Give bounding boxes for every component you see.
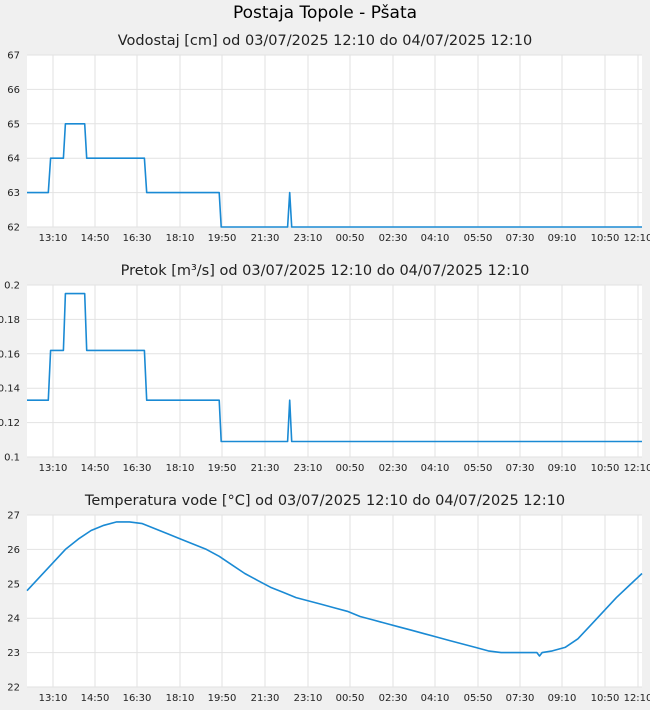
x-tick-label: 10:50 bbox=[591, 693, 620, 704]
x-tick-label: 09:10 bbox=[548, 693, 577, 704]
chart-title: Vodostaj [cm] od 03/07/2025 12:10 do 04/… bbox=[118, 33, 532, 49]
x-tick-label: 10:50 bbox=[591, 463, 620, 474]
x-tick-label: 07:30 bbox=[506, 693, 535, 704]
y-tick-label: 64 bbox=[7, 154, 20, 165]
y-tick-label: 66 bbox=[7, 85, 20, 96]
series-line bbox=[26, 521, 643, 657]
y-tick-label: 26 bbox=[7, 545, 20, 556]
x-tick-label: 02:30 bbox=[379, 693, 408, 704]
chart-2: Pretok [m³/s] od 03/07/2025 12:10 do 04/… bbox=[0, 263, 650, 474]
x-tick-label: 21:30 bbox=[251, 693, 280, 704]
y-tick-label: 0.14 bbox=[0, 384, 20, 395]
x-tick-label: 14:50 bbox=[81, 233, 110, 244]
x-tick-label: 16:30 bbox=[123, 693, 152, 704]
x-tick-label: 13:10 bbox=[39, 693, 68, 704]
x-tick-label: 13:10 bbox=[39, 463, 68, 474]
x-tick-label: 21:30 bbox=[251, 463, 280, 474]
x-tick-label: 05:50 bbox=[464, 233, 493, 244]
x-tick-label: 23:10 bbox=[294, 233, 323, 244]
y-tick-label: 65 bbox=[7, 119, 20, 130]
plot-area bbox=[27, 55, 642, 227]
y-tick-label: 67 bbox=[7, 51, 20, 62]
y-tick-label: 0.18 bbox=[0, 315, 20, 326]
series-line bbox=[27, 292, 642, 443]
y-tick-label: 0.12 bbox=[0, 418, 20, 429]
x-tick-label: 16:30 bbox=[123, 463, 152, 474]
x-tick-label: 09:10 bbox=[548, 233, 577, 244]
x-tick-label: 19:50 bbox=[208, 693, 237, 704]
x-tick-label: 23:10 bbox=[294, 463, 323, 474]
y-tick-label: 0.1 bbox=[4, 453, 20, 464]
plot-area bbox=[27, 515, 642, 687]
x-tick-label: 05:50 bbox=[464, 693, 493, 704]
x-tick-label: 18:10 bbox=[166, 693, 195, 704]
y-tick-label: 0.16 bbox=[0, 349, 20, 360]
x-tick-label: 02:30 bbox=[379, 463, 408, 474]
y-tick-label: 27 bbox=[7, 511, 20, 522]
y-tick-label: 24 bbox=[7, 614, 20, 625]
y-tick-label: 25 bbox=[7, 579, 20, 590]
x-tick-label: 16:30 bbox=[123, 233, 152, 244]
x-tick-label: 00:50 bbox=[336, 693, 365, 704]
x-tick-label: 14:50 bbox=[81, 463, 110, 474]
y-tick-label: 22 bbox=[7, 683, 20, 694]
x-tick-label: 13:10 bbox=[39, 233, 68, 244]
x-tick-label: 21:30 bbox=[251, 233, 280, 244]
x-tick-label: 00:50 bbox=[336, 463, 365, 474]
x-tick-label: 07:30 bbox=[506, 233, 535, 244]
x-tick-label: 00:50 bbox=[336, 233, 365, 244]
x-tick-label: 19:50 bbox=[208, 233, 237, 244]
chart-3: Temperatura vode [°C] od 03/07/2025 12:1… bbox=[7, 493, 650, 704]
x-tick-label: 12:10 bbox=[624, 693, 650, 704]
chart-1: Vodostaj [cm] od 03/07/2025 12:10 do 04/… bbox=[7, 33, 650, 244]
chart-title: Temperatura vode [°C] od 03/07/2025 12:1… bbox=[84, 493, 565, 509]
x-tick-label: 18:10 bbox=[166, 233, 195, 244]
x-tick-label: 04:10 bbox=[421, 233, 450, 244]
x-tick-label: 23:10 bbox=[294, 693, 323, 704]
plot-area bbox=[27, 285, 642, 457]
x-tick-label: 09:10 bbox=[548, 463, 577, 474]
x-tick-label: 05:50 bbox=[464, 463, 493, 474]
page-title: Postaja Topole - Pšata bbox=[232, 3, 418, 23]
series-line bbox=[27, 123, 642, 228]
x-tick-label: 12:10 bbox=[624, 463, 650, 474]
x-tick-label: 19:50 bbox=[208, 463, 237, 474]
x-tick-label: 14:50 bbox=[81, 693, 110, 704]
y-tick-label: 62 bbox=[7, 223, 20, 234]
chart-title: Pretok [m³/s] od 03/07/2025 12:10 do 04/… bbox=[121, 263, 530, 279]
x-tick-label: 04:10 bbox=[421, 693, 450, 704]
x-tick-label: 07:30 bbox=[506, 463, 535, 474]
x-tick-label: 18:10 bbox=[166, 463, 195, 474]
x-tick-label: 04:10 bbox=[421, 463, 450, 474]
y-tick-label: 63 bbox=[7, 188, 20, 199]
y-tick-label: 23 bbox=[7, 648, 20, 659]
x-tick-label: 02:30 bbox=[379, 233, 408, 244]
x-tick-label: 12:10 bbox=[624, 233, 650, 244]
x-tick-label: 10:50 bbox=[591, 233, 620, 244]
y-tick-label: 0.2 bbox=[4, 281, 20, 292]
